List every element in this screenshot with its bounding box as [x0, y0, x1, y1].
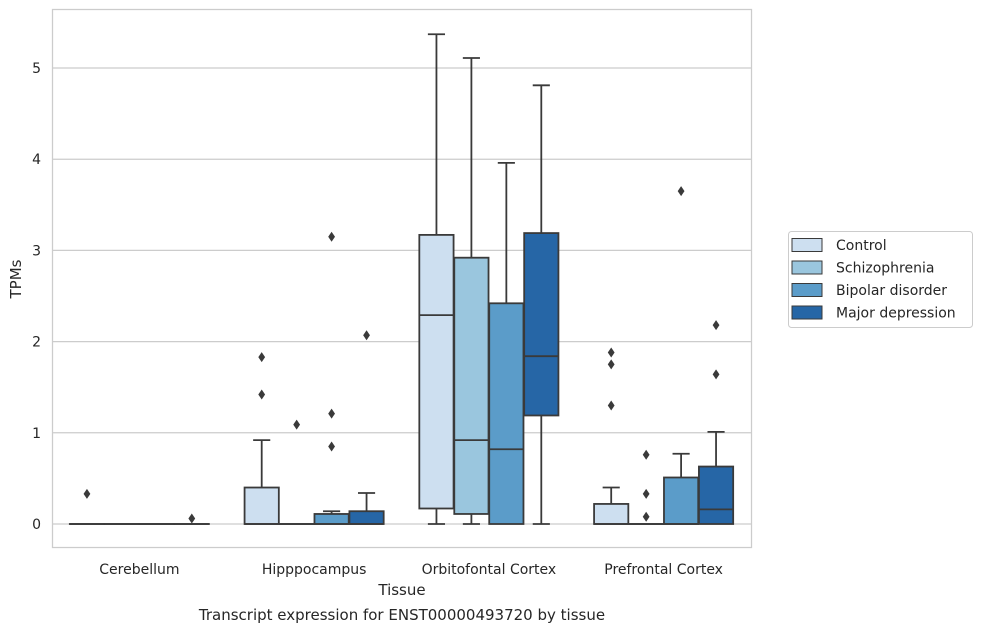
x-tick-labels: Cerebellum Hipppocampus Orbitofontal Corte…	[99, 562, 723, 578]
box-iqr	[243, 486, 280, 525]
box-control	[243, 352, 280, 525]
box-iqr	[313, 513, 350, 525]
outlier-point	[607, 359, 615, 370]
box-control	[418, 33, 455, 525]
box-control	[593, 347, 630, 525]
box-control	[68, 488, 105, 525]
y-tick-label: 4	[32, 152, 41, 168]
box-schizophrenia	[453, 57, 490, 525]
outlier-point	[293, 419, 301, 430]
outlier-point	[642, 511, 650, 522]
outlier-point	[712, 320, 720, 331]
legend-label: Schizophrenia	[836, 261, 934, 277]
box-schizophrenia	[628, 449, 665, 525]
box-major-depression	[348, 330, 385, 525]
outlier-point	[712, 369, 720, 380]
box-iqr	[488, 302, 525, 525]
y-axis-label: TPMs	[7, 259, 25, 299]
figure-caption: Transcript expression for ENST0000049372…	[198, 606, 606, 624]
outlier-point	[607, 400, 615, 411]
x-axis-label: Tissue	[377, 581, 425, 599]
outlier-point	[258, 389, 266, 400]
box-bipolar-disorder	[663, 186, 700, 525]
box-series	[68, 33, 735, 525]
outlier-point	[328, 441, 335, 452]
box-iqr	[418, 233, 455, 510]
outlier-point	[328, 408, 335, 419]
box-iqr	[698, 465, 735, 525]
legend-swatch	[791, 260, 823, 275]
box-bipolar-disorder	[488, 161, 525, 525]
legend-frame	[788, 231, 973, 328]
outlier-point	[363, 330, 370, 341]
box-iqr	[663, 476, 700, 525]
outlier-point	[328, 231, 335, 242]
y-tick-label: 1	[32, 426, 41, 442]
box-iqr	[453, 256, 490, 515]
outlier-point	[642, 449, 650, 460]
box-major-depression	[173, 513, 210, 525]
outlier-point	[677, 186, 685, 197]
x-tick-label: Orbitofontal Cortex	[422, 562, 557, 578]
y-tick-label: 0	[32, 517, 41, 533]
legend-swatch	[791, 238, 823, 252]
plot-frame	[51, 8, 753, 549]
legend: Control Schizophrenia Bipolar disorder Majo…	[788, 231, 973, 328]
y-tick-labels: 0 1 2 3 4 5	[32, 61, 41, 533]
outlier-point	[607, 347, 615, 358]
box-bipolar-disorder	[313, 231, 350, 525]
box-schizophrenia	[278, 419, 315, 525]
legend-label: Major depression	[836, 306, 956, 322]
box-major-depression	[698, 320, 735, 525]
x-tick-label: Cerebellum	[99, 562, 179, 578]
outlier-point	[258, 352, 266, 363]
box-iqr	[593, 503, 630, 525]
x-tick-label: Hipppocampus	[262, 562, 367, 578]
outlier-point	[642, 488, 650, 499]
y-tick-label: 3	[32, 243, 41, 259]
legend-swatch	[791, 283, 823, 297]
legend-label: Control	[836, 238, 887, 254]
box-iqr	[523, 232, 560, 417]
outlier-point	[188, 513, 196, 524]
legend-swatch	[791, 305, 823, 320]
box-iqr	[348, 510, 385, 525]
y-tick-label: 2	[32, 335, 41, 351]
legend-label: Bipolar disorder	[836, 283, 947, 299]
y-tick-label: 5	[32, 61, 41, 77]
outlier-point	[83, 488, 91, 499]
box-major-depression	[523, 84, 560, 525]
x-tick-label: Prefrontal Cortex	[604, 562, 723, 578]
